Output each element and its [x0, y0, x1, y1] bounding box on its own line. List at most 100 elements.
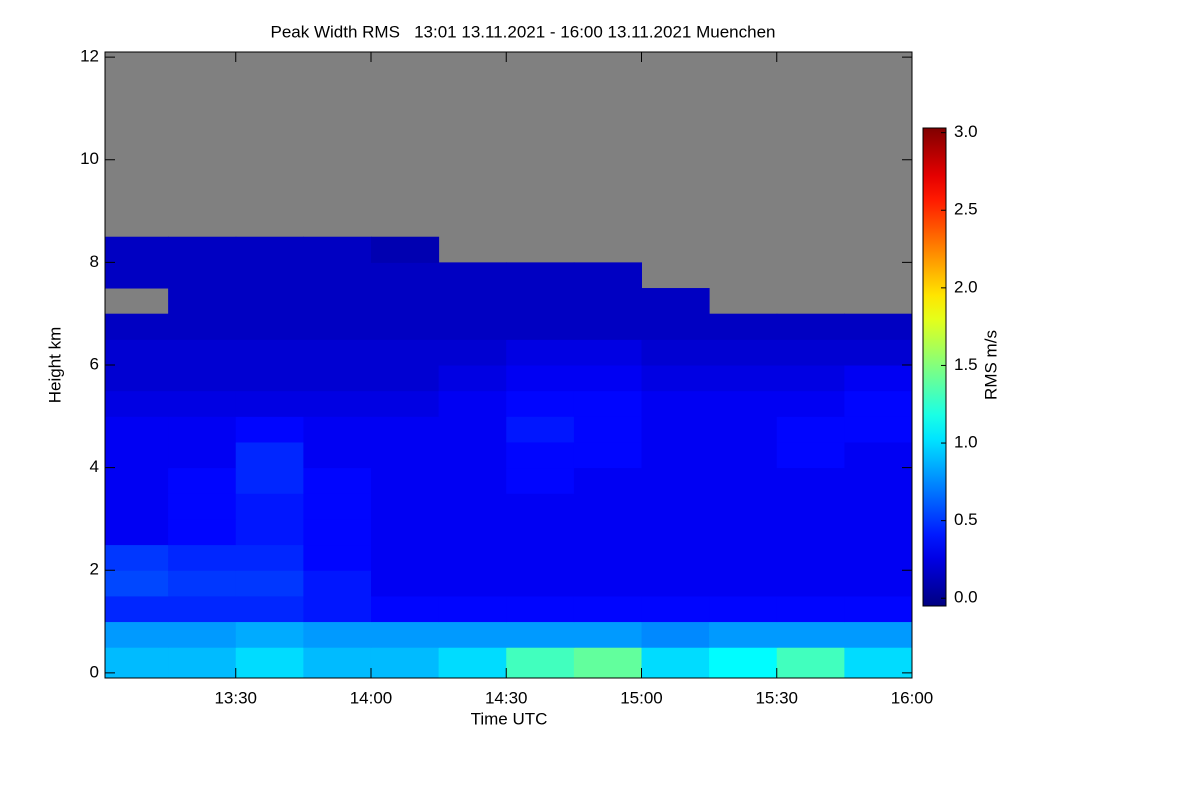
heatmap-cell [105, 570, 169, 597]
colorbar-tick-label: 0.0 [954, 588, 978, 607]
heatmap-cell [370, 493, 440, 520]
x-tick-label: 13:30 [214, 688, 257, 707]
heatmap-cell [438, 621, 507, 648]
heatmap-cell [844, 621, 913, 648]
heatmap-cell [844, 595, 913, 623]
heatmap-cell [303, 595, 372, 623]
heatmap-cell [105, 647, 169, 679]
heatmap-cell [105, 518, 169, 546]
colorbar-tick-label: 2.5 [954, 200, 978, 219]
heatmap-cell [438, 544, 507, 571]
heatmap-cell [844, 339, 913, 366]
heatmap-cell [370, 621, 440, 648]
heatmap-cell [641, 339, 710, 366]
heatmap-cell [370, 467, 440, 494]
heatmap-cell [105, 544, 169, 571]
heatmap-cell [709, 313, 778, 340]
heatmap-cell [235, 544, 304, 571]
heatmap-cell [573, 288, 642, 315]
heatmap-cell [235, 262, 304, 289]
heatmap-cell [303, 313, 372, 340]
heatmap-cell [641, 416, 710, 443]
heatmap-cell [506, 570, 575, 597]
heatmap-cell [506, 390, 575, 417]
x-tick-label: 14:30 [485, 688, 528, 707]
heatmap-cell [370, 390, 440, 417]
heatmap-cell [506, 544, 575, 571]
heatmap-cell [303, 493, 372, 520]
heatmap-cell [105, 467, 169, 494]
x-tick-label: 15:30 [755, 688, 798, 707]
heatmap-cell [844, 313, 913, 340]
heatmap-cell [641, 544, 710, 571]
heatmap-cell [303, 621, 372, 648]
heatmap-cell [709, 595, 778, 623]
heatmap-cell [844, 570, 913, 597]
heatmap-cell [235, 365, 304, 392]
heatmap-cell [573, 390, 642, 417]
heatmap-cell [709, 339, 778, 366]
heatmap-cell [641, 621, 710, 648]
heatmap-cell [370, 313, 440, 340]
heatmap-cell [776, 595, 845, 623]
heatmap-cell [709, 390, 778, 417]
heatmap-cell [303, 365, 372, 392]
heatmap-cell [844, 467, 913, 494]
heatmap-cell [105, 339, 169, 366]
heatmap-cell [776, 416, 845, 443]
heatmap-cell [438, 595, 507, 623]
heatmap-cell [438, 288, 507, 315]
heatmap-cell [641, 288, 710, 315]
y-tick-label: 10 [80, 149, 99, 168]
heatmap-cell [370, 365, 440, 392]
heatmap-cell [168, 544, 237, 571]
heatmap-cell [709, 621, 778, 648]
colorbar [922, 127, 947, 607]
heatmap-cell [105, 621, 169, 648]
heatmap-cell [438, 493, 507, 520]
heatmap-cell [370, 647, 440, 679]
heatmap-cell [235, 595, 304, 623]
heatmap-cell [370, 570, 440, 597]
heatmap-cell [105, 262, 169, 289]
heatmap-cell [573, 416, 642, 443]
heatmap-cell [506, 288, 575, 315]
heatmap-cell [844, 365, 913, 392]
heatmap-cell [168, 390, 237, 417]
heatmap-cell [776, 621, 845, 648]
heatmap-cell [573, 570, 642, 597]
heatmap-cell [776, 313, 845, 340]
heatmap-cell [370, 544, 440, 571]
heatmap-cell [303, 339, 372, 366]
y-tick-label: 4 [90, 457, 99, 476]
heatmap-cell [105, 236, 169, 263]
heatmap-cell [506, 493, 575, 520]
heatmap-cell [168, 313, 237, 340]
heatmap-cell [709, 493, 778, 520]
heatmap-cell [573, 441, 642, 469]
heatmap-cell [641, 313, 710, 340]
heatmap-cell [776, 467, 845, 494]
heatmap-cell [438, 339, 507, 366]
x-tick-label: 15:00 [620, 688, 663, 707]
heatmap-cell [573, 365, 642, 392]
heatmap-cell [168, 416, 237, 443]
heatmap-cell [709, 365, 778, 392]
heatmap-cell [370, 441, 440, 469]
y-tick-label: 0 [90, 662, 99, 681]
heatmap-cell [641, 441, 710, 469]
heatmap-cell [641, 595, 710, 623]
heatmap-cell [709, 441, 778, 469]
heatmap-cell [235, 390, 304, 417]
heatmap-cell [776, 493, 845, 520]
heatmap-cell [168, 570, 237, 597]
heatmap-cell [105, 416, 169, 443]
heatmap-cell [506, 647, 575, 679]
heatmap-cell [105, 313, 169, 340]
heatmap-cell [776, 339, 845, 366]
heatmap-cell [776, 647, 845, 679]
heatmap-cell [573, 544, 642, 571]
heatmap-cell [438, 467, 507, 494]
heatmap-cell [709, 467, 778, 494]
